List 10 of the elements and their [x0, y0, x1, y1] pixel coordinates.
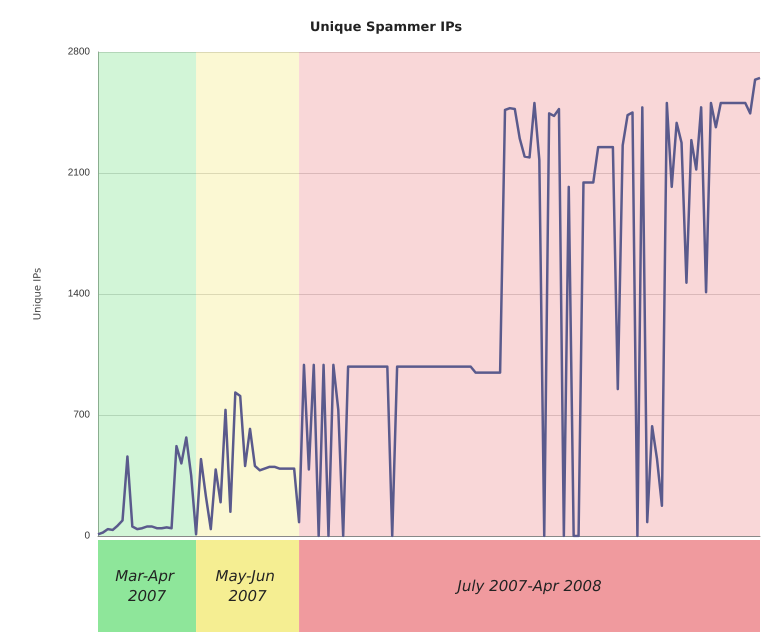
- y-tick-label: 2100: [68, 168, 90, 178]
- y-tick-label: 0: [84, 530, 90, 542]
- y-axis-title: Unique IPs: [32, 268, 44, 320]
- text: Mar-Apr 2007: [115, 567, 179, 605]
- y-tick-label: 2800: [68, 46, 90, 58]
- chart-title: Unique Spammer IPs: [310, 20, 462, 35]
- text: July 2007-Apr 2008: [454, 577, 602, 595]
- y-tick-label: 1400: [68, 288, 90, 300]
- y-tick-label: 700: [73, 410, 90, 420]
- text: May-Jun 2007: [216, 567, 280, 605]
